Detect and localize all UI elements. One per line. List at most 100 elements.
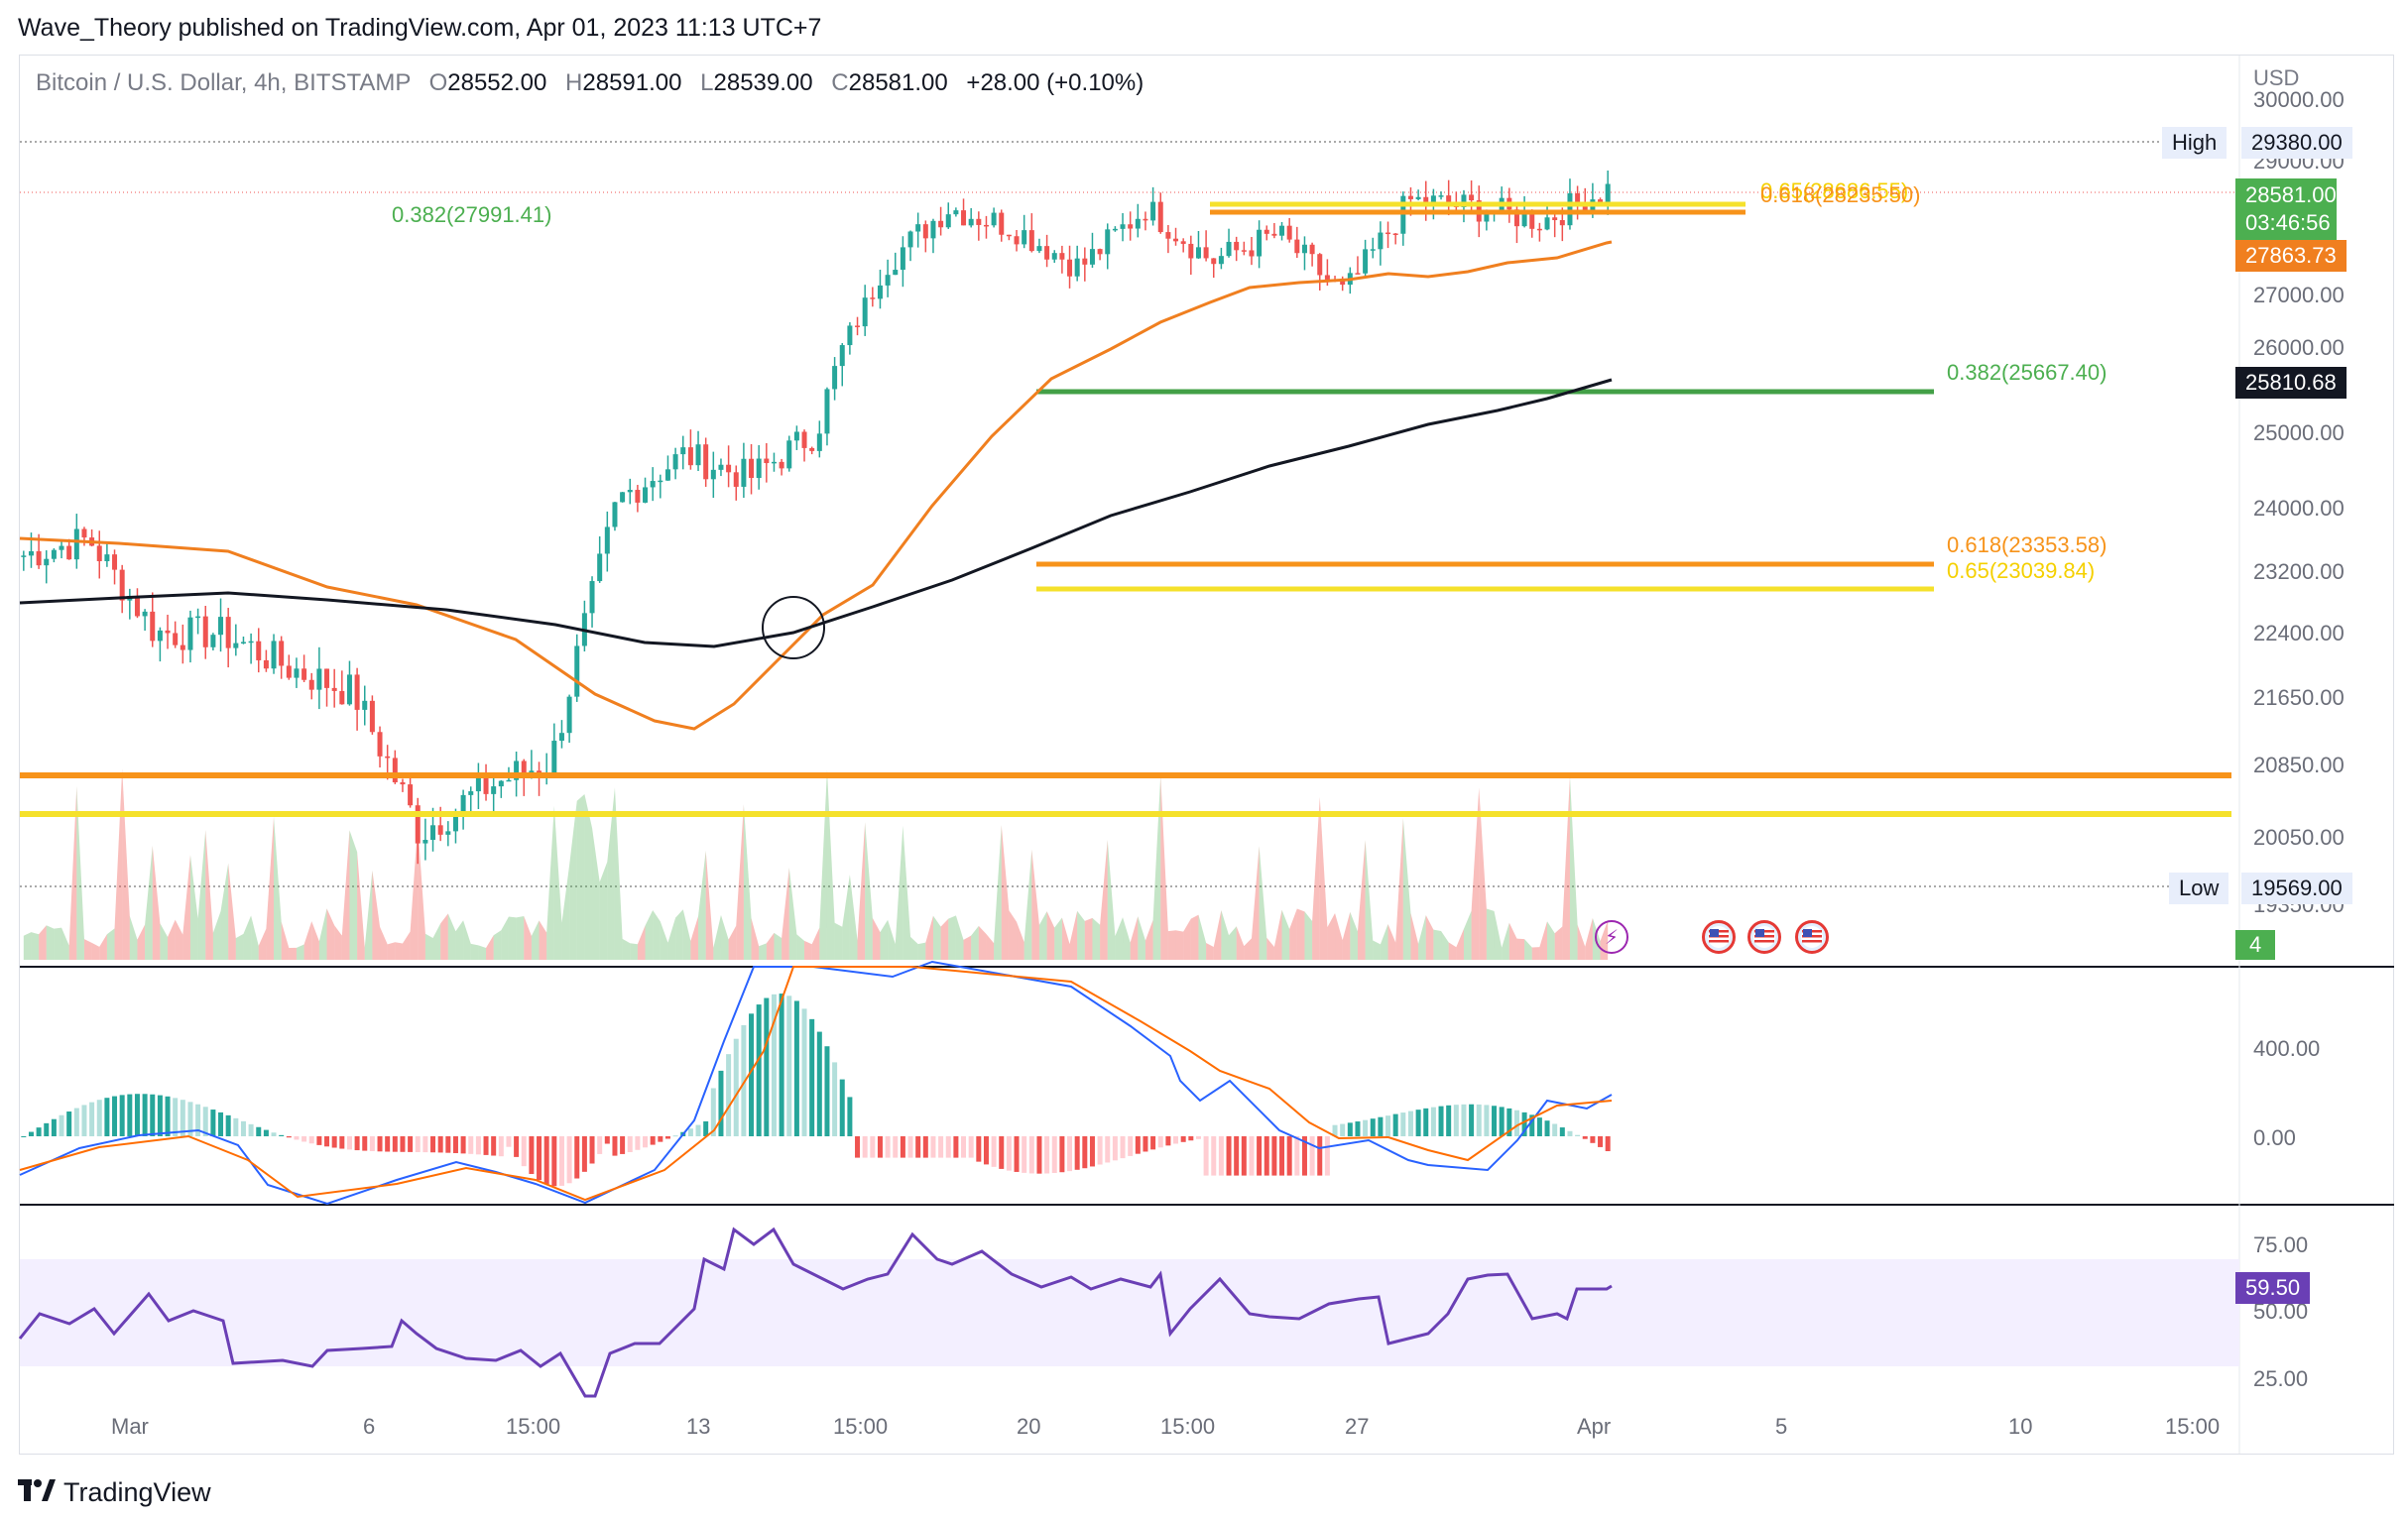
macd-bar bbox=[999, 1136, 1005, 1169]
volume-segment bbox=[1395, 818, 1403, 960]
volume-segment bbox=[774, 932, 783, 960]
us-flag-icon[interactable] bbox=[1702, 920, 1736, 954]
symbol-title[interactable]: Bitcoin / U.S. Dollar, 4h, BITSTAMP bbox=[36, 69, 411, 96]
volume-segment bbox=[68, 785, 77, 960]
time-tick: 15:00 bbox=[506, 1414, 560, 1439]
volume-segment bbox=[160, 923, 169, 960]
macd-bar bbox=[771, 994, 777, 1136]
volume-segment bbox=[380, 926, 388, 960]
volume-segment bbox=[440, 913, 448, 960]
time-tick: 15:00 bbox=[2165, 1414, 2220, 1439]
volume-segment bbox=[857, 822, 866, 960]
candle-body bbox=[1370, 249, 1376, 251]
volume-segment bbox=[569, 800, 577, 960]
time-tick: 10 bbox=[2008, 1414, 2032, 1439]
ema-line[interactable] bbox=[19, 240, 1613, 731]
volume-segment bbox=[372, 870, 381, 960]
volume-segment bbox=[743, 804, 752, 960]
volume-segment bbox=[493, 930, 502, 960]
macd-bar bbox=[658, 1136, 663, 1142]
volume-segment bbox=[364, 870, 373, 960]
lightning-icon[interactable]: ⚡ bbox=[1595, 920, 1628, 954]
candle-body bbox=[1355, 273, 1361, 275]
macd-bar bbox=[1279, 1136, 1285, 1176]
macd-bar bbox=[415, 1136, 421, 1152]
us-flag-icon[interactable] bbox=[1795, 920, 1829, 954]
macd-bar bbox=[354, 1136, 360, 1151]
volume-segment bbox=[1107, 839, 1116, 960]
candle-body bbox=[726, 464, 732, 473]
macd-bar bbox=[1400, 1112, 1406, 1136]
time-tick: 20 bbox=[1017, 1414, 1040, 1439]
fib65-top-label: 0.65(28686.55) bbox=[1760, 178, 1908, 203]
candle-body bbox=[331, 687, 337, 691]
volume-segment bbox=[114, 768, 123, 960]
volume-segment bbox=[948, 915, 956, 960]
macd-bar bbox=[574, 1136, 580, 1179]
volume-segment bbox=[1017, 921, 1024, 960]
macd-bar bbox=[44, 1122, 50, 1136]
currency-label[interactable]: USD bbox=[2253, 65, 2300, 90]
volume-segment bbox=[1508, 922, 1517, 960]
macd-bar bbox=[809, 1018, 815, 1136]
us-flag-icon[interactable] bbox=[1747, 920, 1781, 954]
volume-segment bbox=[963, 935, 972, 960]
volume-segment bbox=[1516, 938, 1525, 960]
macd-signal-line[interactable] bbox=[19, 966, 1613, 1202]
last-price-tag[interactable]: 28581.00 03:46:56 bbox=[2235, 178, 2337, 240]
macd-bar bbox=[1082, 1136, 1088, 1169]
volume-segment bbox=[418, 824, 425, 960]
macd-line[interactable] bbox=[19, 960, 1613, 1206]
ma200-line[interactable] bbox=[19, 378, 1613, 648]
macd-bar bbox=[1378, 1116, 1384, 1136]
macd-bar bbox=[1203, 1136, 1209, 1176]
macd-bar bbox=[1226, 1136, 1232, 1176]
volume-segment bbox=[145, 846, 153, 960]
tradingview-brand-text: TradingView bbox=[63, 1477, 211, 1507]
candle-body bbox=[1135, 218, 1141, 229]
rsi-line[interactable] bbox=[18, 1227, 1613, 1398]
ma200-tag: 25810.68 bbox=[2235, 367, 2347, 399]
macd-bar bbox=[1044, 1136, 1050, 1174]
volume-segment bbox=[1448, 942, 1457, 960]
macd-bar bbox=[1165, 1136, 1171, 1146]
volume-segment bbox=[197, 830, 206, 960]
volume-segment bbox=[1327, 913, 1336, 960]
volume-segment bbox=[228, 863, 236, 960]
candle-body bbox=[408, 784, 414, 806]
volume-segment bbox=[705, 850, 714, 960]
price-axis[interactable]: 30000.0029000.0027000.0026000.0025000.00… bbox=[2253, 87, 2345, 1391]
volume-segment bbox=[728, 925, 737, 960]
macd-bar bbox=[839, 1079, 845, 1136]
fib618-low-label: 0.618(23353.58) bbox=[1947, 532, 2107, 557]
candle-body bbox=[877, 285, 883, 299]
time-axis[interactable]: Mar 6 15:00 13 15:00 20 15:00 27 Apr 5 10 15:00 bbox=[111, 1414, 2220, 1439]
macd-bar bbox=[1234, 1136, 1240, 1176]
volume-segment bbox=[1144, 919, 1153, 960]
volume-segment bbox=[667, 917, 676, 960]
macd-bar bbox=[1340, 1123, 1346, 1136]
macd-bar bbox=[1309, 1136, 1315, 1176]
candle-body bbox=[377, 732, 383, 757]
candle-body bbox=[44, 558, 50, 566]
macd-bar bbox=[1051, 1136, 1057, 1174]
candle-body bbox=[1513, 209, 1519, 227]
macd-bar bbox=[1097, 1136, 1103, 1165]
volume-segment bbox=[341, 830, 350, 960]
volume-segment bbox=[1206, 943, 1214, 960]
rsi-band bbox=[20, 1259, 2239, 1366]
macd-bar bbox=[824, 1046, 830, 1136]
volume-segment bbox=[251, 915, 259, 960]
macd-bar bbox=[1218, 1136, 1224, 1176]
volume-segment bbox=[182, 855, 190, 960]
footer-brand[interactable]: TradingView bbox=[18, 1477, 211, 1508]
macd-bar bbox=[1089, 1136, 1095, 1167]
volume-segment bbox=[1001, 824, 1010, 960]
crossover-circle[interactable] bbox=[762, 596, 825, 659]
macd-bar bbox=[1014, 1136, 1020, 1172]
candle-body bbox=[521, 760, 527, 773]
candle-body bbox=[256, 641, 262, 660]
volume-segment bbox=[1038, 911, 1047, 960]
macd-bar bbox=[521, 1136, 527, 1167]
